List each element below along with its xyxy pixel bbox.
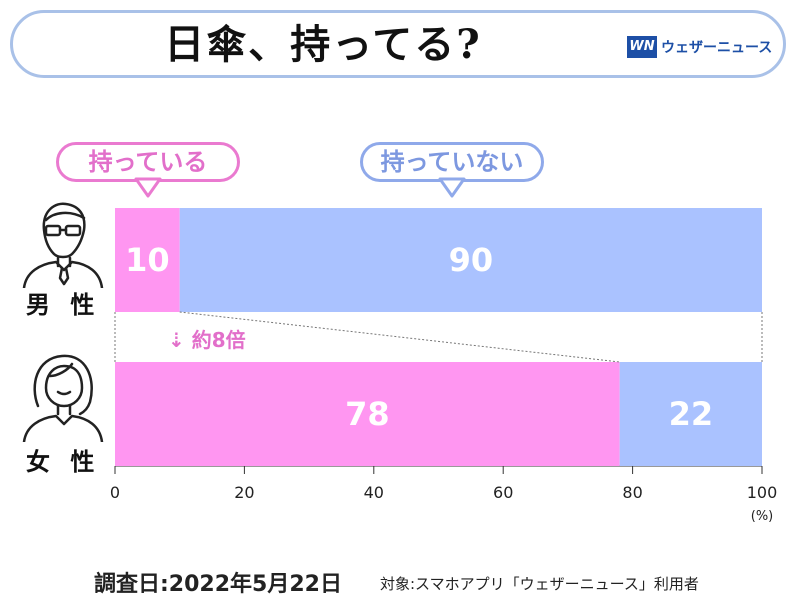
bubble-have-tail — [134, 177, 162, 198]
x-tick-label-80: 80 — [622, 483, 642, 502]
x-tick-label-40: 40 — [364, 483, 384, 502]
bar-not-have-0 — [179, 208, 762, 312]
title-banner: 日傘、持ってる? WN ウェザーニュース — [10, 10, 786, 78]
bar-have-1 — [115, 362, 620, 466]
logo: WN ウェザーニュース — [627, 36, 772, 58]
logo-mark: WN — [627, 36, 657, 58]
category-label-female: 女 性 — [26, 448, 101, 476]
legend-not-have-bubble: 持っていない — [360, 142, 544, 182]
data-label-not-have-0: 90 — [449, 241, 494, 279]
data-label-have-0: 10 — [125, 241, 170, 279]
x-tick-label-0: 0 — [110, 483, 120, 502]
x-tick-label-60: 60 — [493, 483, 513, 502]
bubble-not-have-tail — [438, 177, 466, 198]
bar-not-have-1 — [619, 362, 762, 466]
x-tick-label-100: 100 — [747, 483, 778, 502]
female-person-icon — [22, 354, 104, 442]
ratio-note-text: 約8倍 — [191, 328, 246, 352]
ratio-note: ⇣ 約8倍 — [168, 324, 246, 353]
page-title: 日傘、持ってる? — [164, 21, 482, 68]
x-tick-label-20: 20 — [234, 483, 254, 502]
survey-target: 対象:スマホアプリ「ウェザーニュース」利用者 — [380, 575, 699, 593]
category-label-male: 男 性 — [26, 291, 101, 319]
logo-text: ウェザーニュース — [661, 40, 773, 56]
down-arrow-icon: ⇣ — [168, 328, 185, 352]
survey-date: 調査日:2022年5月22日 — [94, 572, 342, 597]
data-label-have-1: 78 — [345, 395, 390, 433]
data-label-not-have-1: 22 — [669, 395, 714, 433]
connector-diagonal — [179, 311, 620, 363]
male-person-icon — [22, 202, 104, 288]
x-unit-label: (%) — [751, 509, 774, 524]
bar-have-0 — [115, 208, 180, 312]
